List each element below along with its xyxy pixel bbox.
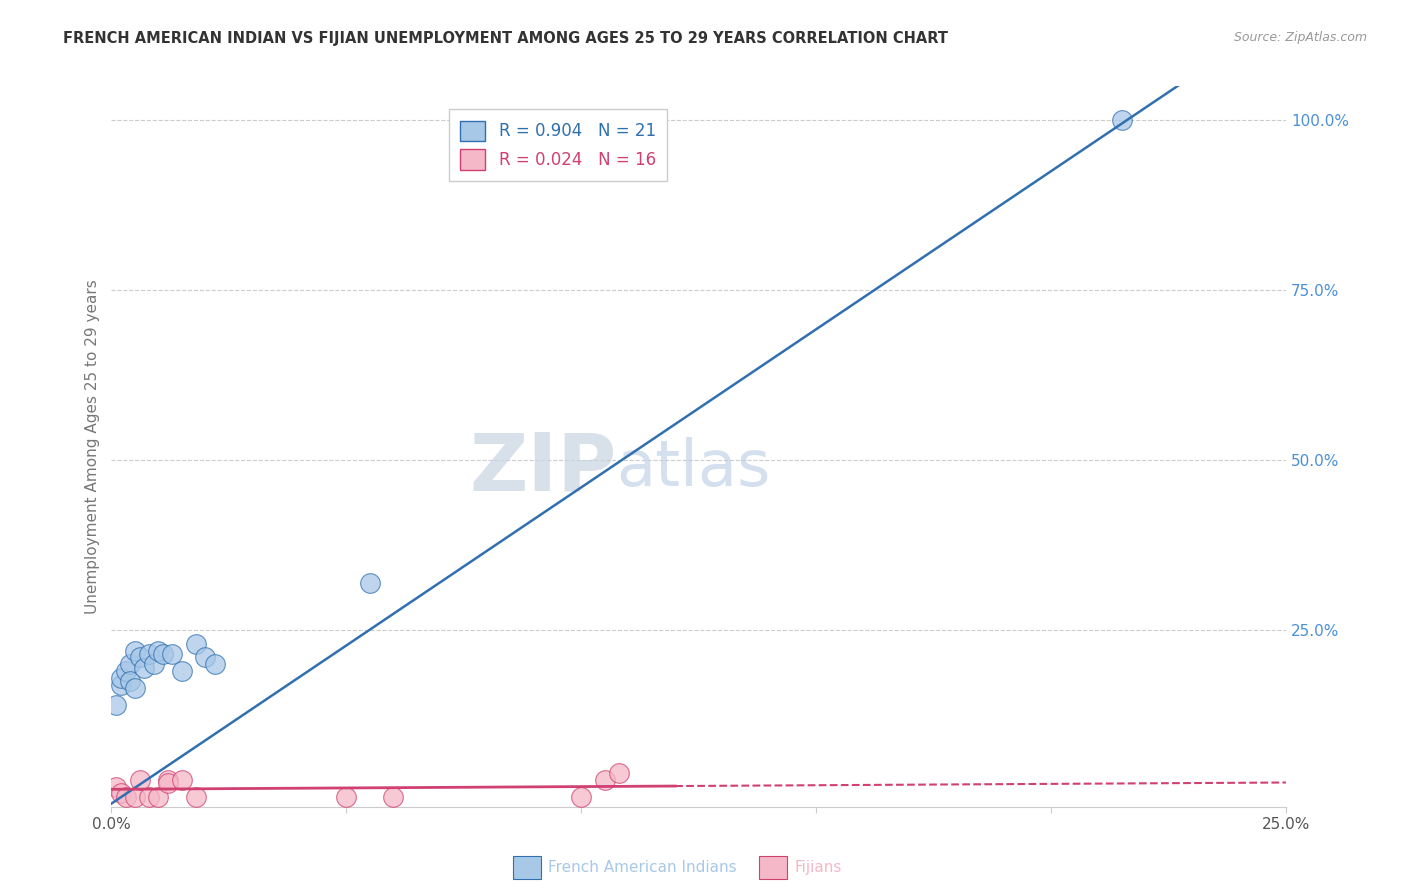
- Point: [1111, 113, 1133, 128]
- Point: [110, 678, 132, 692]
- Point: [110, 786, 132, 800]
- Point: [359, 575, 381, 590]
- Point: [170, 772, 193, 787]
- Point: [124, 643, 146, 657]
- Point: [194, 650, 217, 665]
- Point: [120, 674, 142, 689]
- Point: [170, 664, 193, 678]
- Text: ZIP: ZIP: [470, 429, 616, 508]
- Point: [110, 671, 132, 685]
- Point: [120, 657, 142, 672]
- Point: [162, 647, 184, 661]
- Point: [114, 789, 136, 804]
- Point: [114, 664, 136, 678]
- Point: [138, 647, 160, 661]
- Point: [184, 789, 207, 804]
- Point: [156, 772, 179, 787]
- Legend: R = 0.904   N = 21, R = 0.024   N = 16: R = 0.904 N = 21, R = 0.024 N = 16: [449, 109, 668, 181]
- Point: [382, 789, 405, 804]
- Point: [204, 657, 226, 672]
- Point: [138, 789, 160, 804]
- Text: Fijians: Fijians: [794, 861, 842, 875]
- Point: [142, 657, 165, 672]
- Point: [124, 789, 146, 804]
- Text: French American Indians: French American Indians: [548, 861, 737, 875]
- Point: [184, 637, 207, 651]
- Point: [148, 643, 170, 657]
- Y-axis label: Unemployment Among Ages 25 to 29 years: Unemployment Among Ages 25 to 29 years: [86, 279, 100, 614]
- Point: [593, 772, 616, 787]
- Text: atlas: atlas: [616, 437, 770, 500]
- Point: [105, 780, 128, 794]
- Point: [128, 772, 150, 787]
- Point: [156, 776, 179, 790]
- Point: [134, 660, 156, 674]
- Point: [335, 789, 357, 804]
- Point: [128, 650, 150, 665]
- Point: [124, 681, 146, 695]
- Point: [569, 789, 592, 804]
- Point: [105, 698, 128, 712]
- Point: [607, 766, 630, 780]
- Text: FRENCH AMERICAN INDIAN VS FIJIAN UNEMPLOYMENT AMONG AGES 25 TO 29 YEARS CORRELAT: FRENCH AMERICAN INDIAN VS FIJIAN UNEMPLO…: [63, 31, 948, 46]
- Point: [148, 789, 170, 804]
- Text: Source: ZipAtlas.com: Source: ZipAtlas.com: [1233, 31, 1367, 45]
- Point: [152, 647, 174, 661]
